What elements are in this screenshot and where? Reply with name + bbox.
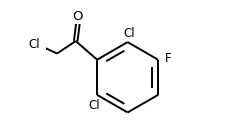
Text: Cl: Cl — [89, 99, 100, 112]
Text: O: O — [73, 10, 83, 23]
Text: Cl: Cl — [29, 38, 40, 51]
Text: Cl: Cl — [124, 27, 136, 40]
Text: F: F — [165, 52, 172, 65]
